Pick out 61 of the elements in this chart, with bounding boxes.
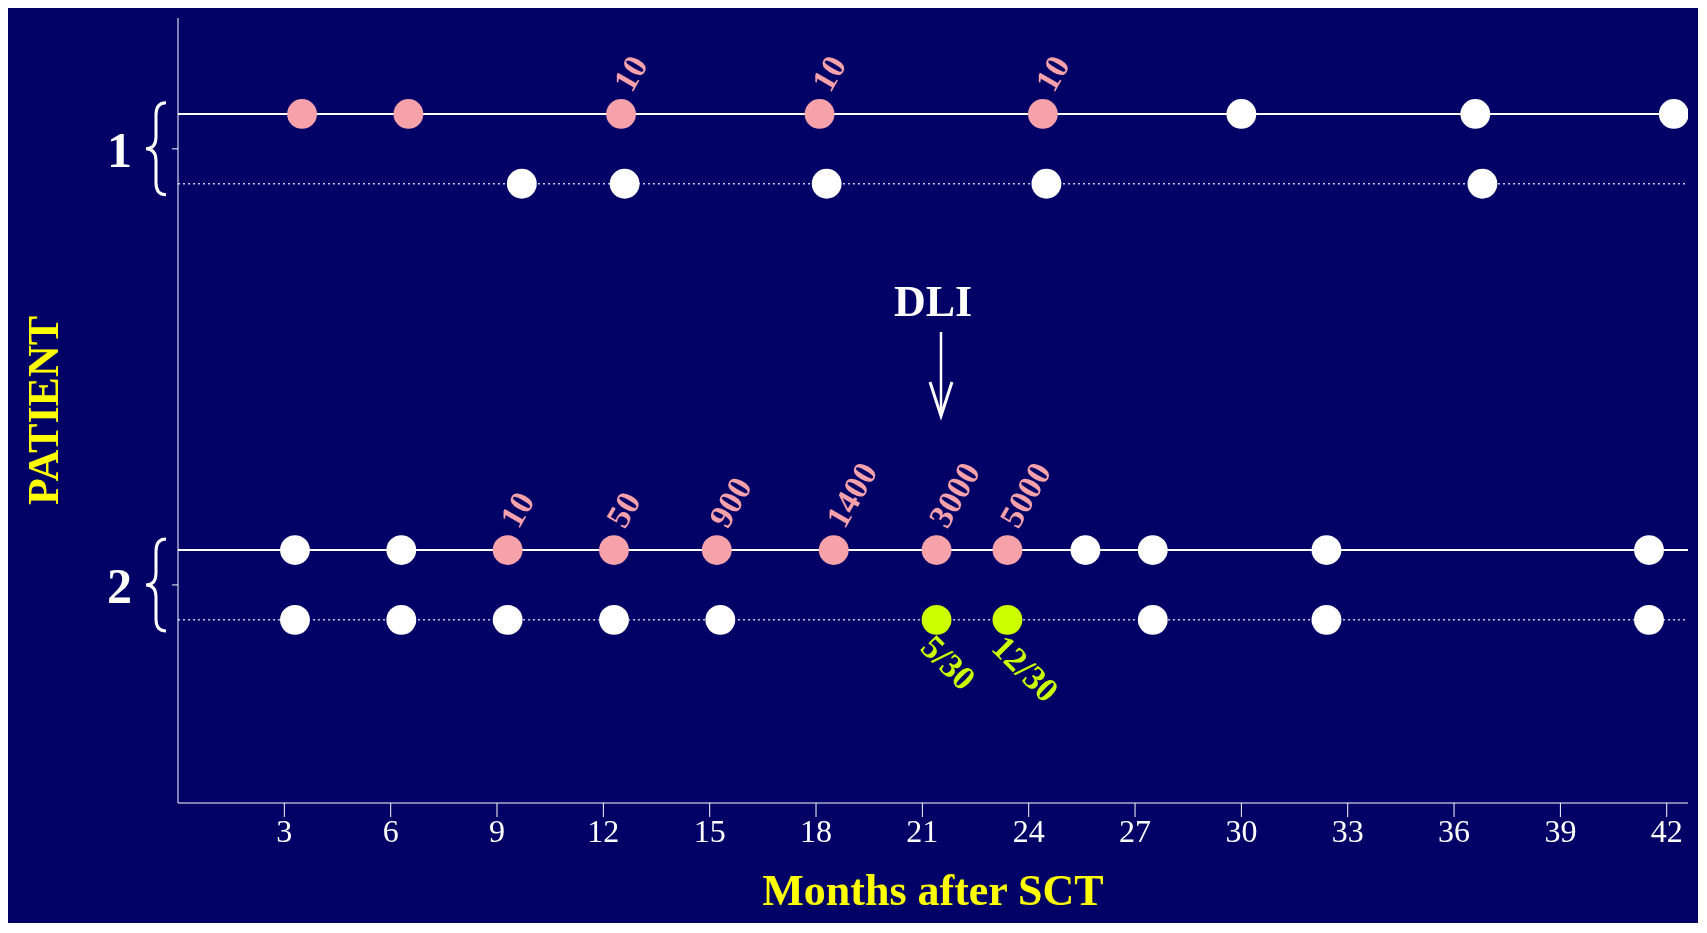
x-tick-label: 36	[1438, 812, 1471, 849]
x-tick-label: 42	[1650, 812, 1683, 849]
annotation: 10	[492, 485, 542, 534]
point	[287, 99, 317, 129]
point	[1460, 99, 1491, 129]
point	[280, 604, 310, 635]
x-tick-label: 15	[693, 812, 726, 849]
x-axis-title: Months after SCT	[762, 866, 1104, 915]
annotation: 900	[701, 470, 760, 534]
annotation: DLI	[893, 277, 973, 326]
x-tick-label: 27	[1119, 812, 1152, 849]
point	[609, 168, 640, 199]
x-tick-label: 18	[800, 812, 833, 849]
annotation: 50	[598, 485, 648, 534]
point	[599, 535, 629, 565]
point	[393, 99, 424, 129]
point	[705, 604, 736, 635]
point	[1070, 535, 1101, 565]
y-axis-title: PATIENT	[19, 315, 69, 506]
point	[1311, 604, 1342, 635]
point	[1226, 99, 1257, 129]
point	[492, 604, 523, 635]
point	[599, 604, 629, 635]
annotation: 5/30	[914, 628, 983, 698]
x-tick-label: 21	[906, 812, 939, 849]
x-tick-label: 9	[489, 812, 506, 849]
y-tick-label: 1	[107, 121, 132, 178]
x-tick-label: 12	[587, 812, 620, 849]
x-tick-label: 3	[276, 812, 293, 849]
annotation: 10	[804, 49, 854, 98]
point	[992, 535, 1023, 565]
point	[492, 535, 523, 565]
point	[606, 99, 636, 129]
x-tick-label: 6	[382, 812, 399, 849]
y-tick-label: 2	[107, 557, 132, 614]
point	[386, 535, 417, 565]
x-tick-label: 24	[1012, 812, 1045, 849]
point	[386, 604, 417, 635]
point	[1658, 99, 1688, 129]
point	[1137, 604, 1168, 635]
x-tick-label: 33	[1331, 812, 1364, 849]
point	[506, 168, 537, 199]
x-tick-label: 30	[1225, 812, 1258, 849]
point	[921, 535, 952, 565]
point	[1137, 535, 1168, 565]
point	[1031, 168, 1062, 199]
annotation: 10	[605, 49, 655, 98]
point	[818, 535, 849, 565]
x-tick-label: 39	[1544, 812, 1577, 849]
point	[1027, 99, 1058, 129]
point	[1467, 168, 1498, 199]
point	[1311, 535, 1342, 565]
annotation: 10	[1027, 49, 1077, 98]
point	[992, 604, 1023, 635]
point	[701, 535, 732, 565]
point	[1634, 604, 1664, 635]
point	[1634, 535, 1664, 565]
point	[921, 604, 952, 635]
point	[804, 99, 835, 129]
point	[811, 168, 842, 199]
point	[280, 535, 310, 565]
